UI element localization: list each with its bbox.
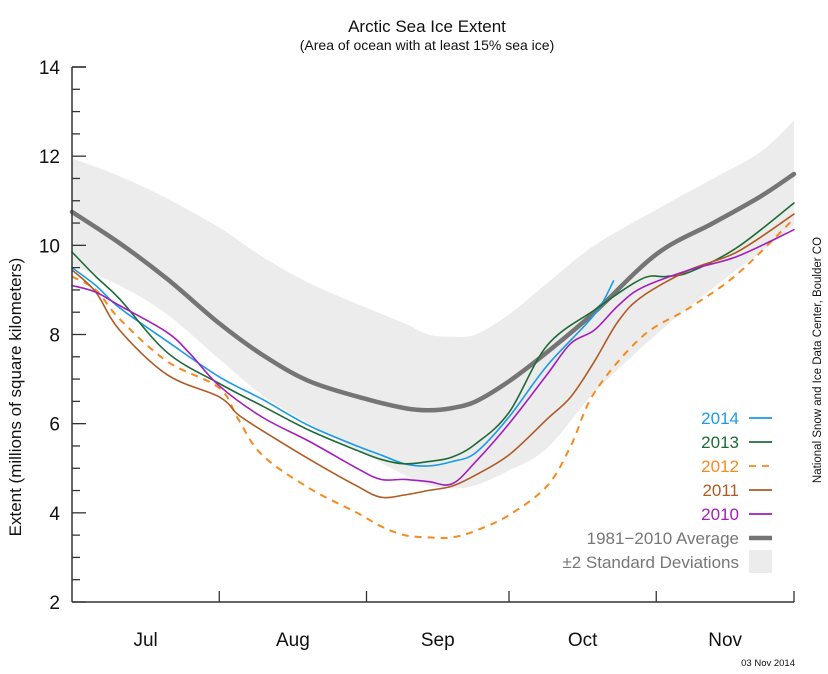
date-stamp: 03 Nov 2014	[741, 658, 795, 669]
chart-subtitle: (Area of ocean with at least 15% sea ice…	[300, 37, 554, 53]
y-tick-label: 12	[39, 147, 60, 168]
y-tick-label: 6	[49, 415, 60, 436]
chart-title: Arctic Sea Ice Extent	[348, 17, 506, 36]
x-tick-label: Jul	[133, 630, 157, 651]
legend-label: 2010	[701, 505, 739, 524]
x-tick-label: Sep	[421, 630, 455, 651]
legend-label: 2012	[701, 457, 739, 476]
legend-swatch-band	[749, 550, 772, 573]
y-tick-label: 10	[39, 236, 60, 257]
x-tick-label: Oct	[568, 630, 598, 651]
y-axis-label: Extent (millions of square kilometers)	[6, 258, 25, 537]
series-line-2013	[71, 202, 795, 465]
x-tick-label: Aug	[276, 630, 310, 651]
series-line-2010	[71, 228, 795, 486]
y-tick-label: 14	[39, 58, 61, 79]
legend-label: 1981−2010 Average	[587, 529, 739, 548]
series-line-1981-2010-average	[69, 171, 797, 413]
legend: 2014 2013 2012 2011 2010 1981−2010 Average ±2 …	[562, 409, 772, 573]
series-line-2014	[71, 266, 615, 467]
y-tick-label: 8	[49, 326, 60, 347]
credit-text: National Snow and Ice Data Center, Bould…	[812, 237, 824, 483]
x-tick-label: Nov	[708, 630, 742, 651]
y-tick-label: 4	[49, 504, 60, 525]
plot-area	[69, 120, 797, 539]
y-tick-label: 2	[49, 593, 60, 614]
legend-label: ±2 Standard Deviations	[562, 553, 739, 572]
legend-label: 2014	[701, 409, 739, 428]
series-line-2012	[71, 217, 795, 539]
series-line-2011	[71, 213, 795, 499]
axes: 2 4 6 8 10 12 14 Jul Aug Sep Oct Nov	[39, 58, 795, 651]
std-dev-band	[72, 120, 794, 489]
legend-label: 2011	[702, 481, 739, 500]
legend-label: 2013	[701, 433, 739, 452]
